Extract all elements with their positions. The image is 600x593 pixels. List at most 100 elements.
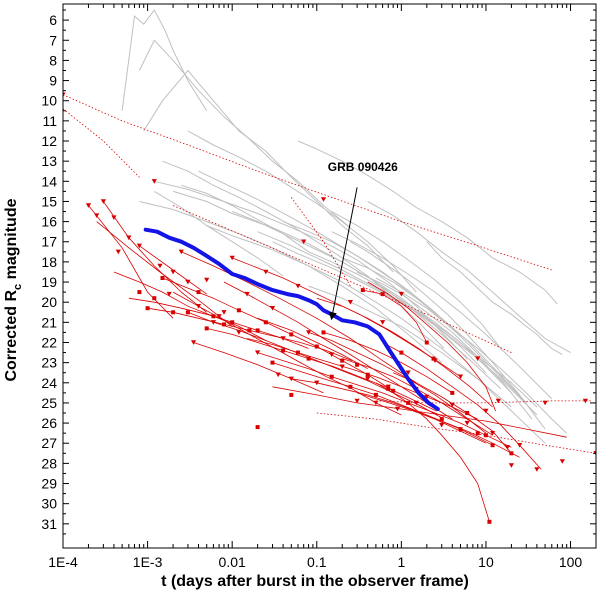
gray-afterglow-line: [121, 9, 208, 112]
red-afterglow-line: [162, 277, 394, 392]
red-afterglow-line: [308, 332, 487, 434]
red-triangle-marker: [185, 279, 191, 285]
x-tick-label: 10: [478, 554, 494, 570]
y-tick-label: 21: [41, 314, 57, 330]
red-triangle-marker: [151, 179, 157, 184]
red-triangle-marker: [339, 364, 345, 370]
red-square-marker: [204, 326, 209, 331]
red-triangle-marker: [559, 459, 565, 464]
red-square-marker: [171, 310, 176, 315]
red-square-marker: [399, 350, 404, 355]
red-triangle-marker: [306, 330, 312, 335]
red-afterglow-line: [323, 332, 453, 394]
red-triangle-marker: [295, 283, 301, 289]
red-triangle-marker: [490, 431, 496, 436]
y-tick-label: 6: [49, 12, 57, 28]
gray-afterglow-line: [308, 285, 546, 444]
gray-afterglow-line: [187, 130, 417, 293]
red-dotted-line: [375, 400, 593, 404]
red-square-marker: [160, 276, 165, 280]
y-tick-label: 12: [41, 133, 57, 149]
red-triangle-marker: [449, 402, 455, 408]
y-axis-title: Corrected Rc magnitude: [3, 198, 24, 381]
y-tick-label: 23: [41, 355, 57, 371]
red-square-marker: [222, 322, 226, 327]
gray-afterglow-line: [206, 225, 512, 408]
gray-afterglow-line: [297, 140, 558, 305]
red-triangle-marker: [288, 376, 294, 382]
red-triangle-marker: [178, 249, 184, 255]
red-triangle-marker: [63, 92, 66, 98]
gray-afterglow-line: [143, 69, 394, 273]
red-triangle-marker: [405, 370, 411, 376]
red-afterglow-line: [187, 311, 445, 420]
y-axis-title-subscript: c: [12, 284, 24, 290]
plot-area: GRB 090426: [63, 9, 596, 524]
red-square-marker: [391, 388, 396, 393]
red-triangle-marker: [483, 408, 489, 414]
red-triangle-marker: [495, 398, 501, 404]
red-triangle-marker: [475, 356, 481, 361]
x-axis-title: t (days after burst in the observer fram…: [161, 573, 469, 590]
y-tick-label: 10: [41, 93, 57, 109]
y-tick-label: 17: [41, 234, 57, 250]
red-afterglow-line: [367, 281, 496, 412]
x-tick-label: 1E-3: [133, 554, 163, 570]
red-triangle-marker: [255, 350, 261, 355]
gray-afterglow-line: [426, 241, 563, 356]
grb-090426-line: [143, 227, 440, 411]
red-square-marker: [289, 392, 294, 397]
y-tick-label: 31: [41, 516, 57, 532]
red-square-marker: [373, 392, 378, 397]
red-triangle-marker: [354, 398, 360, 404]
red-afterglow-line: [257, 352, 512, 448]
y-tick-label: 15: [41, 193, 57, 209]
y-tick-label: 20: [41, 294, 57, 310]
red-square-marker: [406, 400, 411, 405]
gray-afterglow-line: [331, 211, 502, 349]
red-square-marker: [355, 362, 360, 367]
red-square-marker: [450, 390, 455, 395]
red-triangle-marker: [582, 398, 588, 404]
red-triangle-marker: [542, 400, 548, 406]
red-triangle-marker: [244, 291, 250, 297]
red-square-marker: [281, 348, 286, 353]
y-tick-label: 22: [41, 334, 57, 350]
y-tick-label: 13: [41, 153, 57, 169]
red-triangle-marker: [263, 269, 269, 275]
annotation-label: GRB 090426: [328, 160, 398, 174]
red-triangle-marker: [320, 197, 327, 202]
red-afterglow-line: [382, 342, 542, 470]
y-tick-label: 28: [41, 455, 57, 471]
red-triangle-marker: [534, 467, 540, 472]
red-afterglow-line: [103, 201, 207, 313]
red-square-marker: [360, 288, 365, 293]
gray-afterglow-line: [154, 190, 284, 277]
y-tick-label: 14: [41, 173, 57, 189]
red-afterglow-line: [181, 251, 417, 384]
red-afterglow-line: [113, 271, 266, 341]
annotation-arrow: [328, 187, 358, 321]
red-triangle-marker: [508, 463, 514, 468]
red-triangle-marker: [457, 374, 464, 380]
gray-afterglow-line: [356, 271, 533, 420]
red-afterglow-line: [362, 289, 428, 343]
red-square-marker: [458, 427, 463, 432]
red-square-marker: [340, 358, 345, 363]
red-triangle-marker: [191, 340, 197, 345]
red-triangle-marker: [504, 445, 511, 450]
y-tick-label: 27: [41, 435, 57, 451]
red-triangle-marker: [275, 372, 281, 378]
red-square-marker: [263, 320, 268, 325]
y-tick-label: 16: [41, 214, 57, 230]
x-tick-label: 1: [397, 554, 405, 570]
red-triangle-marker: [269, 306, 276, 311]
red-triangle-marker: [126, 235, 132, 241]
red-square-marker: [236, 308, 241, 313]
gray-afterglow-line: [350, 241, 546, 430]
red-dotted-line: [63, 108, 140, 178]
y-tick-label: 8: [49, 52, 57, 68]
red-square-marker: [247, 328, 252, 333]
red-square-marker: [465, 411, 470, 415]
red-triangle-marker: [85, 203, 92, 208]
